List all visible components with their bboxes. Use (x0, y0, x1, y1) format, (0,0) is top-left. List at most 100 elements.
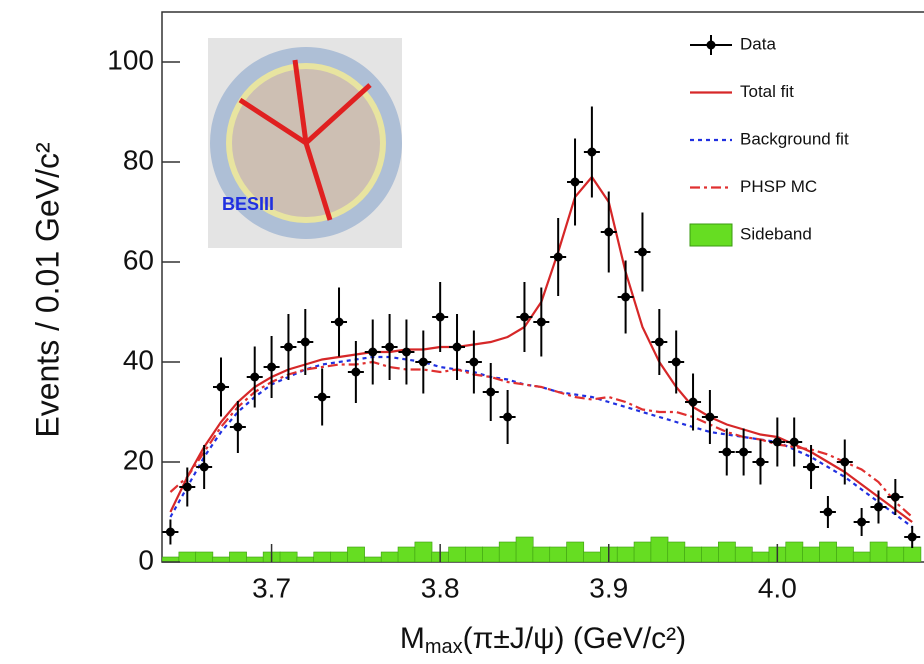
data-point (722, 448, 731, 457)
data-point (183, 483, 192, 492)
x-tick-label: 3.9 (589, 572, 628, 603)
data-point (689, 398, 698, 407)
x-label-rest: (π±J/ψ) (GeV/c²) (463, 622, 687, 655)
histogram-bar (752, 552, 769, 562)
y-tick-label: 0 (138, 544, 154, 575)
x-label-sub: max (425, 636, 463, 658)
data-point (503, 413, 512, 422)
data-point (739, 448, 748, 457)
data-point (520, 313, 529, 322)
data-point (402, 348, 411, 357)
legend-label: Sideband (740, 224, 812, 243)
legend-label: Data (740, 34, 776, 53)
data-point (874, 503, 883, 512)
histogram-bar (904, 547, 921, 562)
legend-label: Total fit (740, 82, 794, 101)
data-point (301, 338, 310, 347)
x-tick-label: 3.8 (421, 572, 460, 603)
y-tick-label: 60 (123, 244, 154, 275)
data-point (368, 348, 377, 357)
data-point (773, 438, 782, 447)
histogram-bar (685, 547, 702, 562)
data-point (621, 293, 630, 302)
histogram-bar (583, 552, 600, 562)
histogram-bar (836, 547, 853, 562)
histogram-bar (499, 542, 516, 562)
data-point (166, 528, 175, 537)
histogram-bar (482, 547, 499, 562)
histogram-bar (314, 552, 331, 562)
data-point (267, 363, 276, 372)
histogram-bar (718, 542, 735, 562)
data-point (604, 228, 613, 237)
data-point (554, 253, 563, 262)
y-tick-label: 100 (107, 44, 154, 75)
legend-label: PHSP MC (740, 177, 817, 196)
histogram-bar (651, 537, 668, 562)
data-point (638, 248, 647, 257)
inset: BESIII (208, 38, 402, 248)
histogram-bar (701, 547, 718, 562)
y-tick-label: 40 (123, 344, 154, 375)
histogram-bar (567, 542, 584, 562)
x-tick-label: 3.7 (252, 572, 291, 603)
legend-swatch (707, 41, 716, 50)
y-axis-label: Events / 0.01 GeV/c² (29, 142, 65, 438)
histogram-bar (803, 547, 820, 562)
data-point (436, 313, 445, 322)
histogram-bar (381, 552, 398, 562)
inset-label: BESIII (222, 194, 274, 214)
y-tick-label: 80 (123, 144, 154, 175)
data-point (571, 178, 580, 187)
data-point (284, 343, 293, 352)
data-point (335, 318, 344, 327)
data-point (486, 388, 495, 397)
data-point (200, 463, 209, 472)
data-point (655, 338, 664, 347)
data-point (419, 358, 428, 367)
x-tick-label: 4.0 (758, 572, 797, 603)
histogram-bar (364, 557, 381, 562)
data-point (318, 393, 327, 402)
histogram-bar (465, 547, 482, 562)
histogram-bar (415, 542, 432, 562)
data-point (823, 508, 832, 517)
x-axis-label: Mmax(π±J/ψ) (GeV/c²) (400, 622, 686, 658)
histogram-bar (246, 557, 263, 562)
histogram-bar (887, 547, 904, 562)
data-point (790, 438, 799, 447)
data-point (840, 458, 849, 467)
data-point (537, 318, 546, 327)
data-point (469, 358, 478, 367)
legend-label: Background fit (740, 129, 849, 148)
histogram-bar (196, 552, 213, 562)
data-point (705, 413, 714, 422)
histogram-bar (533, 547, 550, 562)
x-label-base: M (400, 622, 425, 655)
data-point (587, 148, 596, 157)
histogram-bar (449, 547, 466, 562)
data-point (233, 423, 242, 432)
data-point (385, 343, 394, 352)
chart: BESIII Events / 0.01 GeV/c² Mmax(π±J/ψ) … (0, 0, 924, 664)
data-point (672, 358, 681, 367)
histogram-bar (617, 547, 634, 562)
histogram-bar (870, 542, 887, 562)
data-point (807, 463, 816, 472)
histogram-bar (550, 547, 567, 562)
histogram-bar (331, 552, 348, 562)
data-point (891, 493, 900, 502)
histogram-bar (347, 547, 364, 562)
histogram-bar (297, 557, 314, 562)
legend-swatch (690, 224, 732, 246)
data-point (453, 343, 462, 352)
data-point (908, 533, 917, 542)
histogram-bar (668, 542, 685, 562)
histogram-bar (398, 547, 415, 562)
histogram-bar (280, 552, 297, 562)
data-point (351, 368, 360, 377)
data-point (857, 518, 866, 527)
histogram-bar (179, 552, 196, 562)
data-point (756, 458, 765, 467)
histogram-bar (735, 547, 752, 562)
